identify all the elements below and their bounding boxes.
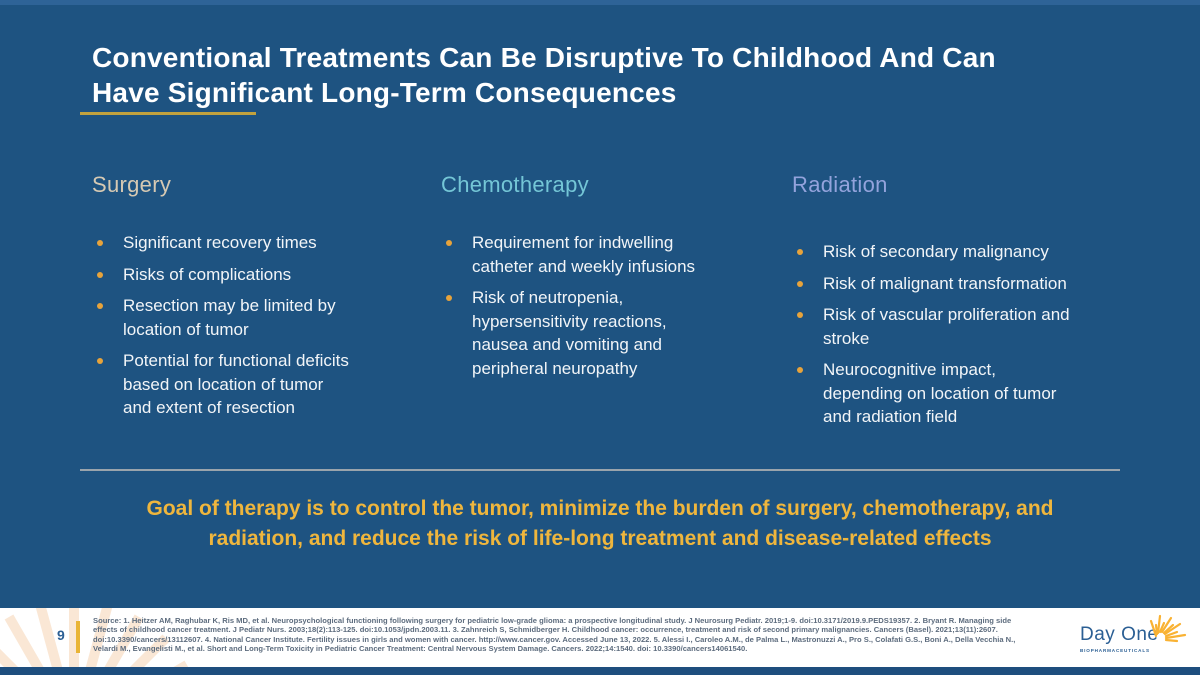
bullet-text: Potential for functional deficits based …: [123, 351, 349, 417]
list-item: Risk of secondary malignancy: [792, 240, 1132, 264]
bullet-text: Significant recovery times: [123, 233, 317, 252]
logo-text: Day One: [1080, 624, 1159, 645]
bullet-dot-icon: [446, 295, 452, 301]
surgery-bullet-list: Significant recovery times Risks of comp…: [92, 231, 432, 420]
goal-statement: Goal of therapy is to control the tumor,…: [146, 497, 1054, 550]
column-chemotherapy-header: Chemotherapy: [441, 172, 589, 197]
bullet-text: Risk of vascular proliferation and strok…: [823, 305, 1070, 348]
footer: 9 Source: 1. Heitzer AM, Raghubar K, Ris…: [0, 608, 1200, 667]
bullet-dot-icon: [446, 240, 452, 246]
top-edge-strip: [0, 0, 1200, 5]
sunburst-decoration: [0, 608, 189, 667]
list-item: Significant recovery times: [92, 231, 432, 255]
slide-title: Conventional Treatments Can Be Disruptiv…: [92, 42, 996, 108]
column-surgery: Surgery Significant recovery times Risks…: [92, 172, 432, 428]
column-surgery-header: Surgery: [92, 172, 172, 197]
radiation-bullet-list: Risk of secondary malignancy Risk of mal…: [792, 240, 1132, 429]
list-item: Neurocognitive impact, depending on loca…: [792, 358, 1132, 429]
bullet-text: Risk of neutropenia, hypersensitivity re…: [472, 288, 667, 378]
column-radiation-header: Radiation: [792, 172, 888, 197]
bullet-text: Neurocognitive impact, depending on loca…: [823, 360, 1057, 426]
footer-accent-bar: [76, 621, 80, 653]
list-item: Risk of vascular proliferation and strok…: [792, 303, 1132, 350]
source-citation: Source: 1. Heitzer AM, Raghubar K, Ris M…: [93, 616, 1016, 653]
bullet-text: Risks of complications: [123, 264, 292, 284]
list-item: Potential for functional deficits based …: [92, 349, 432, 420]
bullet-text: Requirement for indwelling catheter and …: [472, 233, 696, 276]
list-item: Risk of neutropenia, hypersensitivity re…: [441, 286, 781, 380]
bullet-dot-icon: [797, 312, 803, 318]
chemotherapy-bullet-list: Requirement for indwelling catheter and …: [441, 231, 781, 380]
bullet-dot-icon: [97, 358, 103, 364]
list-item: Risks of complications: [92, 263, 432, 287]
list-item: Resection may be limited by location of …: [92, 294, 432, 341]
page-number: 9: [57, 627, 65, 643]
bullet-dot-icon: [797, 249, 803, 255]
logo-tagline: BIOPHARMACEUTICALS: [1080, 648, 1150, 653]
list-item: Risk of malignant transformation: [792, 272, 1132, 296]
bullet-text: Resection may be limited by location of …: [123, 296, 336, 339]
bottom-edge-bar: [0, 667, 1200, 675]
bullet-dot-icon: [797, 280, 803, 287]
day-one-logo: Day One BIOPHARMACEUTICALS: [1080, 611, 1192, 664]
bullet-dot-icon: [97, 240, 103, 246]
bullet-dot-icon: [797, 367, 803, 373]
logo-sunburst-icon: [1149, 614, 1187, 643]
bullet-text: Risk of secondary malignancy: [823, 242, 1049, 261]
column-radiation: Radiation Risk of secondary malignancy R…: [792, 172, 1132, 437]
title-underline: [80, 112, 256, 115]
bullet-text: Risk of malignant transformation: [823, 273, 1067, 293]
column-chemotherapy: Chemotherapy Requirement for indwelling …: [441, 172, 781, 388]
divider-line: [80, 469, 1120, 471]
bullet-dot-icon: [97, 303, 103, 309]
list-item: Requirement for indwelling catheter and …: [441, 231, 781, 278]
bullet-dot-icon: [97, 271, 103, 278]
